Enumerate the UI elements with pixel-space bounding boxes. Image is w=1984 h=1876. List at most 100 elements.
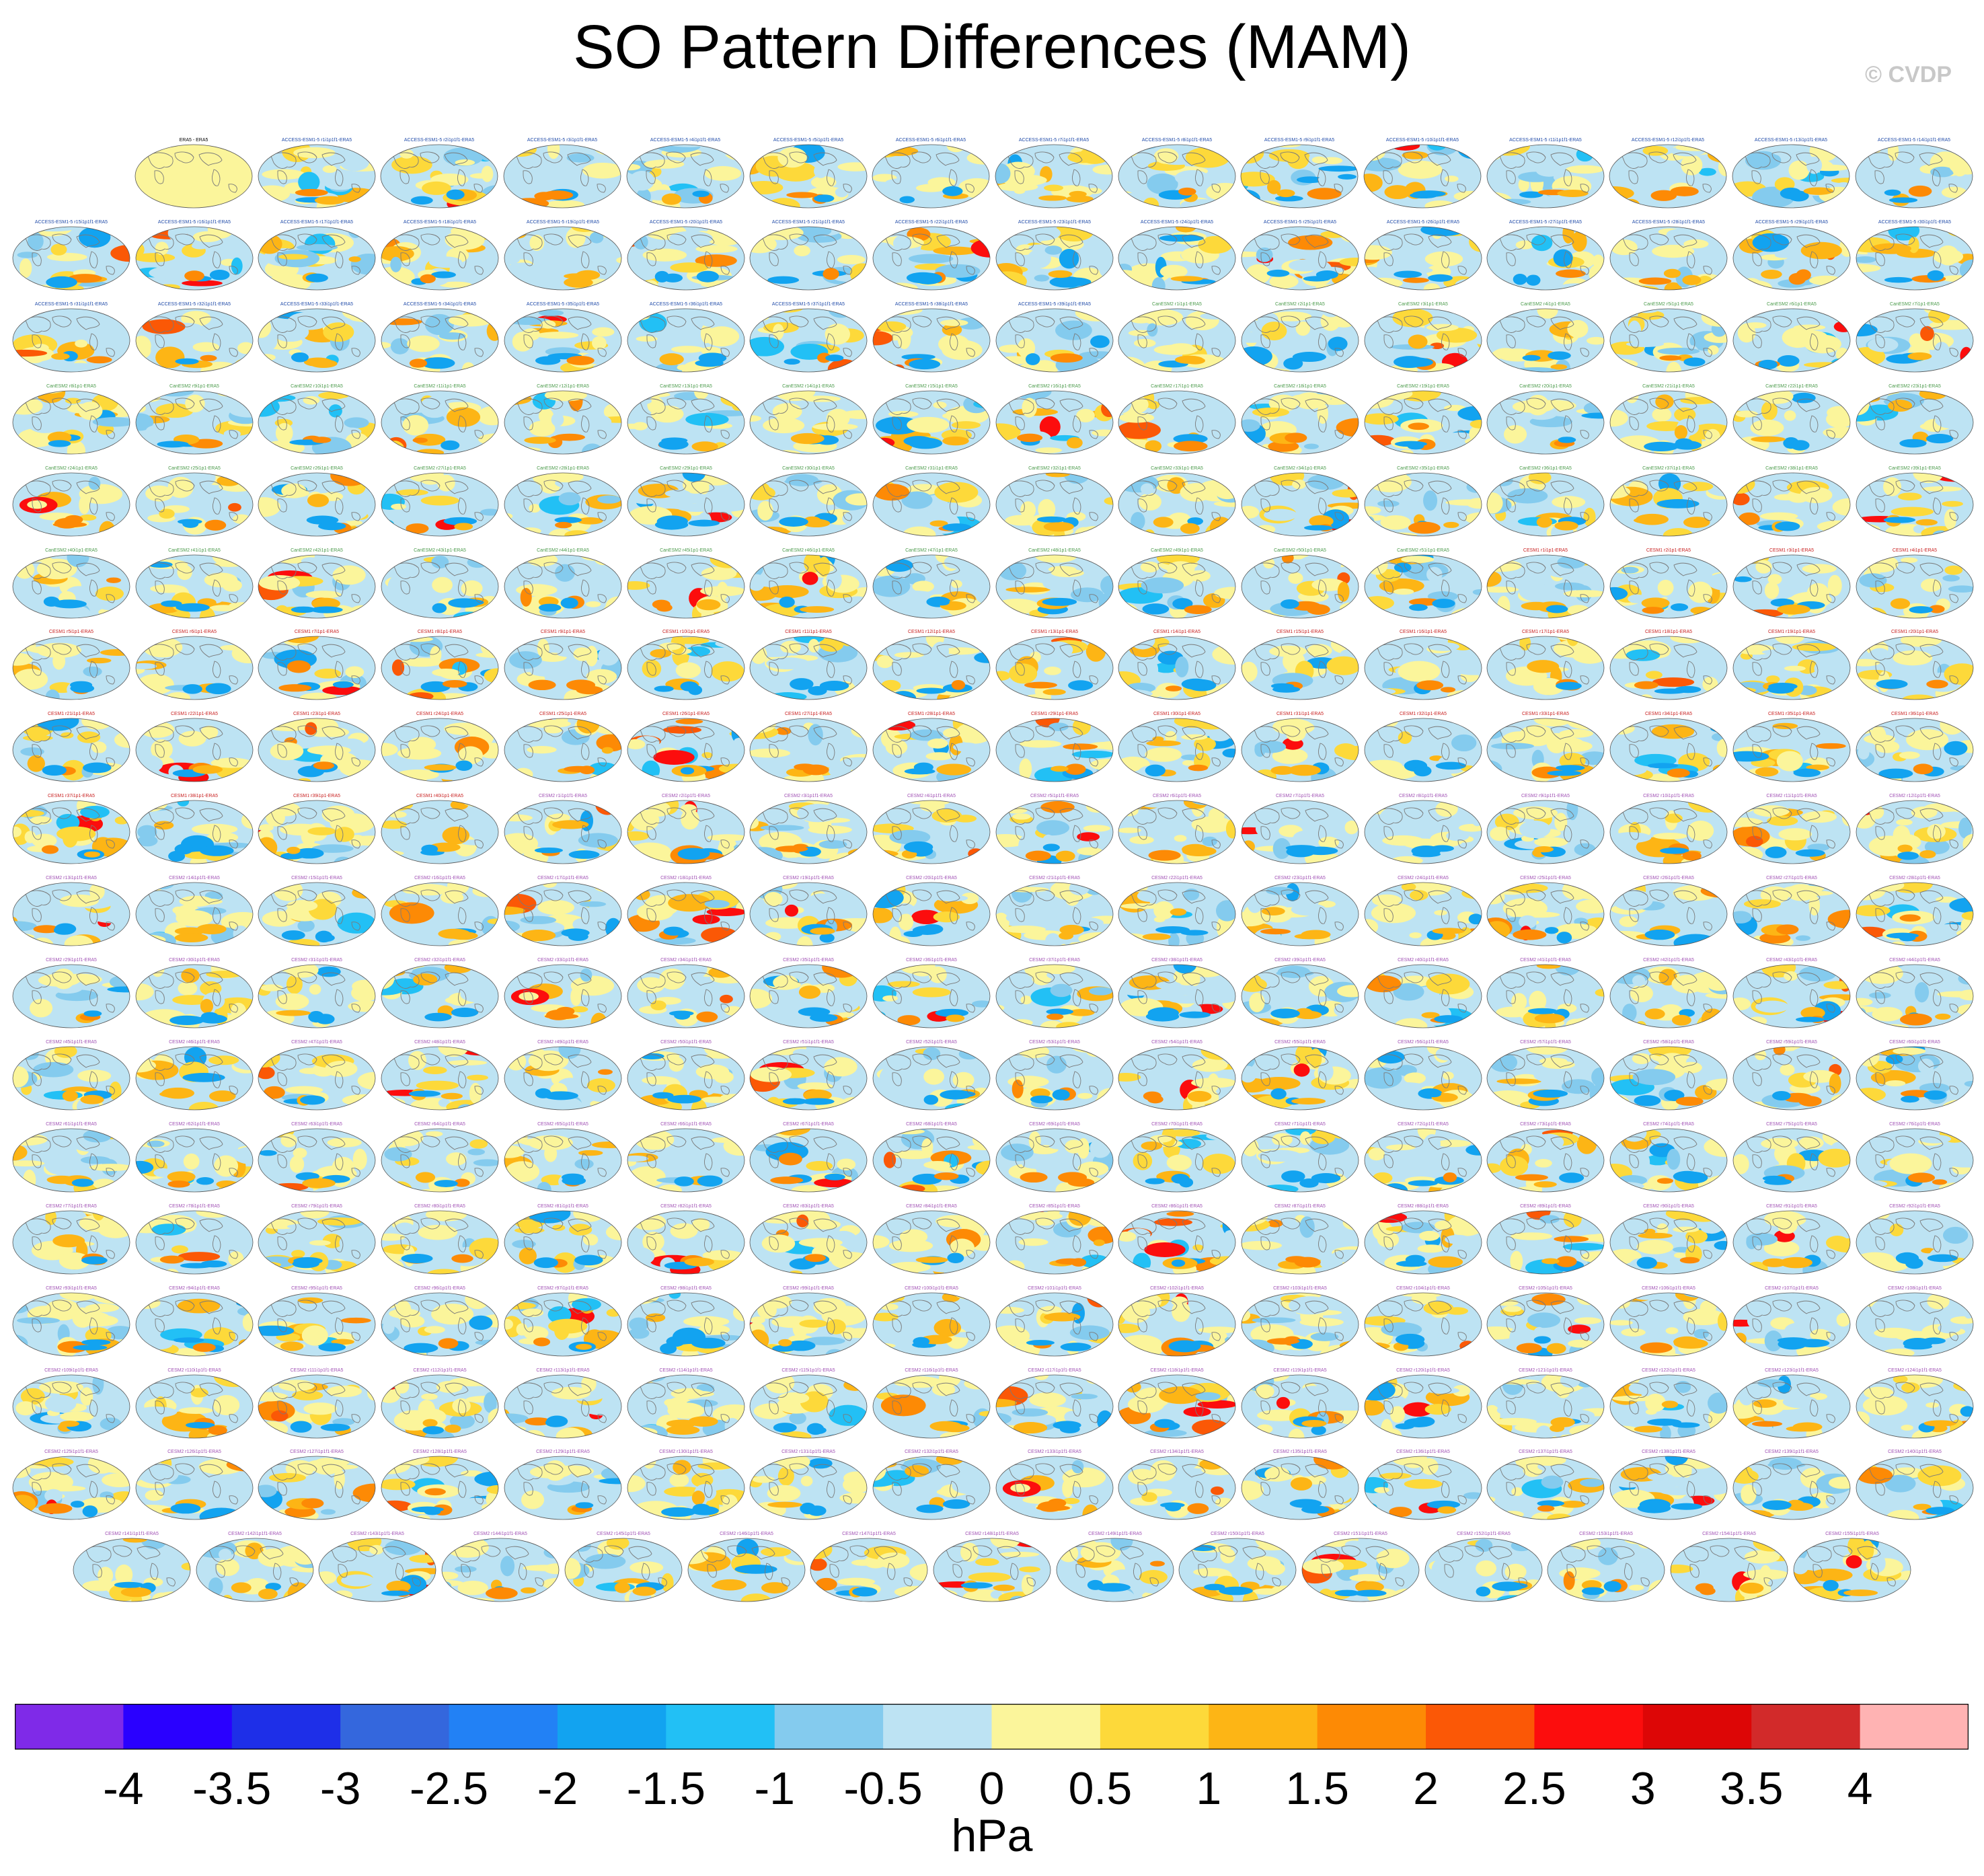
panel-title: CanESM2 r10i1p1-ERA5 bbox=[291, 384, 343, 389]
map-border bbox=[258, 882, 376, 946]
map-border bbox=[1793, 1538, 1911, 1602]
map-panel: CanESM2 r29i1p1-ERA5 bbox=[627, 463, 745, 537]
map-panel: CanESM2 r9i1p1-ERA5 bbox=[135, 381, 254, 455]
map-border bbox=[995, 1456, 1113, 1520]
map-panel: CanESM2 r43i1p1-ERA5 bbox=[381, 545, 499, 619]
colorbar-tick-label: 0 bbox=[979, 1763, 1005, 1814]
map-panel: CESM1 r6i1p1-ERA5 bbox=[135, 626, 254, 700]
map-border bbox=[1118, 964, 1236, 1028]
map-border bbox=[1486, 636, 1605, 700]
panel-title: CanESM2 r20i1p1-ERA5 bbox=[1519, 384, 1572, 389]
map-panel: CESM2 r61i1p1f1-ERA5 bbox=[12, 1119, 130, 1193]
map-border bbox=[1732, 1456, 1851, 1520]
colorbar-swatch bbox=[1534, 1704, 1644, 1750]
panel-title: CESM2 r2i1p1f1-ERA5 bbox=[662, 794, 710, 798]
panel-title: CESM2 r4i1p1f1-ERA5 bbox=[907, 794, 956, 798]
panel-title: CESM2 r139i1p1f1-ERA5 bbox=[1765, 1450, 1819, 1454]
panel-title: CanESM2 r36i1p1-ERA5 bbox=[1519, 466, 1572, 471]
map-border bbox=[749, 964, 868, 1028]
map-field bbox=[1487, 1292, 1605, 1356]
map-field bbox=[381, 800, 499, 864]
map-border bbox=[1856, 800, 1973, 864]
panel-title: CESM1 r12i1p1-ERA5 bbox=[908, 630, 955, 634]
map-panel: CanESM2 r1i1p1-ERA5 bbox=[1118, 299, 1236, 373]
map-panel: CESM2 r25i1p1f1-ERA5 bbox=[1486, 872, 1605, 946]
map-panel: CanESM2 r15i1p1-ERA5 bbox=[872, 381, 991, 455]
copyright-label: © CVDP bbox=[1865, 62, 1952, 87]
panel-title: CESM1 r33i1p1-ERA5 bbox=[1522, 712, 1569, 716]
panel-title: ACCESS-ESM1-5 r21i1p1f1-ERA5 bbox=[772, 220, 845, 225]
map-panel: CanESM2 r26i1p1-ERA5 bbox=[258, 463, 376, 537]
panel-title: CanESM2 r40i1p1-ERA5 bbox=[45, 548, 98, 553]
panel-title: CESM2 r8i1p1f1-ERA5 bbox=[1399, 794, 1447, 798]
map-field bbox=[1118, 554, 1236, 618]
map-panel-svg: CESM2 r60i1p1f1-ERA5 bbox=[1856, 1040, 1973, 1111]
map-field bbox=[872, 718, 990, 782]
map-panel: CESM2 r80i1p1f1-ERA5 bbox=[381, 1201, 499, 1275]
map-panel-svg: CESM2 r26i1p1f1-ERA5 bbox=[1609, 876, 1728, 946]
map-panel-svg: CanESM2 r42i1p1-ERA5 bbox=[258, 548, 376, 618]
panel-title: CanESM2 r29i1p1-ERA5 bbox=[660, 466, 712, 471]
map-field bbox=[995, 226, 1113, 290]
map-panel-svg: CESM2 r131i1p1f1-ERA5 bbox=[749, 1450, 868, 1520]
map-border bbox=[1856, 882, 1973, 946]
map-field bbox=[1487, 1456, 1605, 1520]
map-panel-svg: CESM1 r22i1p1-ERA5 bbox=[135, 712, 254, 782]
map-panel-svg: CESM2 r10i1p1f1-ERA5 bbox=[1609, 794, 1728, 864]
colorbar-tick-label: -1 bbox=[754, 1763, 795, 1814]
map-field bbox=[750, 472, 868, 536]
map-field bbox=[1242, 472, 1359, 536]
map-panel: CESM1 r37i1p1-ERA5 bbox=[12, 790, 130, 864]
map-panel: CESM2 r147i1p1f1-ERA5 bbox=[810, 1528, 928, 1602]
map-panel-svg: CESM2 r85i1p1f1-ERA5 bbox=[995, 1204, 1113, 1275]
colorbar-swatch bbox=[666, 1704, 775, 1750]
map-panel-svg: CESM1 r12i1p1-ERA5 bbox=[872, 630, 991, 700]
map-border bbox=[12, 226, 130, 291]
map-panel: CESM1 r23i1p1-ERA5 bbox=[258, 708, 376, 782]
map-border bbox=[995, 1374, 1113, 1438]
panel-title: ACCESS-ESM1-5 r27i1p1f1-ERA5 bbox=[1509, 220, 1582, 225]
map-field bbox=[995, 1456, 1113, 1520]
map-panel: CESM1 r31i1p1-ERA5 bbox=[1241, 708, 1359, 782]
map-panel: CESM2 r124i1p1f1-ERA5 bbox=[1856, 1365, 1974, 1439]
map-panel-svg: CESM2 r4i1p1f1-ERA5 bbox=[872, 794, 991, 864]
map-panel-svg: CESM2 r148i1p1f1-ERA5 bbox=[933, 1532, 1051, 1602]
map-border bbox=[1732, 882, 1851, 946]
panel-title: CESM2 r117i1p1f1-ERA5 bbox=[1028, 1368, 1081, 1373]
map-field bbox=[1732, 390, 1850, 454]
map-panel-svg: CESM1 r14i1p1-ERA5 bbox=[1118, 630, 1236, 700]
panel-title: CESM2 r142i1p1f1-ERA5 bbox=[228, 1532, 282, 1536]
panel-title: CanESM2 r31i1p1-ERA5 bbox=[905, 466, 958, 471]
map-field bbox=[135, 472, 253, 536]
map-panel-svg: CESM1 r33i1p1-ERA5 bbox=[1486, 712, 1605, 782]
map-field bbox=[1732, 965, 1850, 1028]
map-panel-svg: CESM2 r126i1p1f1-ERA5 bbox=[135, 1450, 254, 1520]
panel-title: ACCESS-ESM1-5 r14i1p1f1-ERA5 bbox=[1878, 138, 1950, 143]
map-panel-svg: CESM2 r71i1p1f1-ERA5 bbox=[1241, 1122, 1359, 1193]
map-border bbox=[627, 1292, 745, 1356]
map-border bbox=[872, 226, 991, 291]
map-panel-svg: CanESM2 r38i1p1-ERA5 bbox=[1732, 466, 1851, 536]
map-field bbox=[13, 1456, 130, 1520]
panel-title: CESM2 r152i1p1f1-ERA5 bbox=[1457, 1532, 1511, 1536]
map-border bbox=[1240, 144, 1359, 209]
map-panel: CESM1 r5i1p1-ERA5 bbox=[12, 626, 130, 700]
map-panel: CESM2 r65i1p1f1-ERA5 bbox=[504, 1119, 622, 1193]
map-panel: CESM2 r115i1p1f1-ERA5 bbox=[749, 1365, 868, 1439]
map-panel-svg: CESM2 r21i1p1f1-ERA5 bbox=[995, 876, 1113, 946]
map-panel: CESM2 r104i1p1f1-ERA5 bbox=[1364, 1283, 1482, 1357]
map-border bbox=[1609, 1374, 1728, 1438]
map-panel: CanESM2 r19i1p1-ERA5 bbox=[1364, 381, 1482, 455]
map-border bbox=[1486, 226, 1605, 291]
map-panel-svg: CESM1 r26i1p1-ERA5 bbox=[627, 712, 745, 782]
panel-title: ACCESS-ESM1-5 r20i1p1f1-ERA5 bbox=[649, 220, 722, 225]
map-border bbox=[135, 390, 254, 455]
map-border bbox=[258, 718, 376, 782]
map-border bbox=[12, 1128, 130, 1193]
map-panel: CESM2 r62i1p1f1-ERA5 bbox=[135, 1119, 254, 1193]
map-field bbox=[1118, 1374, 1236, 1438]
map-panel-svg: ACCESS-ESM1-5 r35i1p1f1-ERA5 bbox=[504, 302, 622, 373]
map-field bbox=[1118, 718, 1236, 782]
map-panel-svg: CESM1 r15i1p1-ERA5 bbox=[1241, 630, 1359, 700]
map-panel: ACCESS-ESM1-5 r1i1p1f1-ERA5 bbox=[258, 135, 376, 209]
